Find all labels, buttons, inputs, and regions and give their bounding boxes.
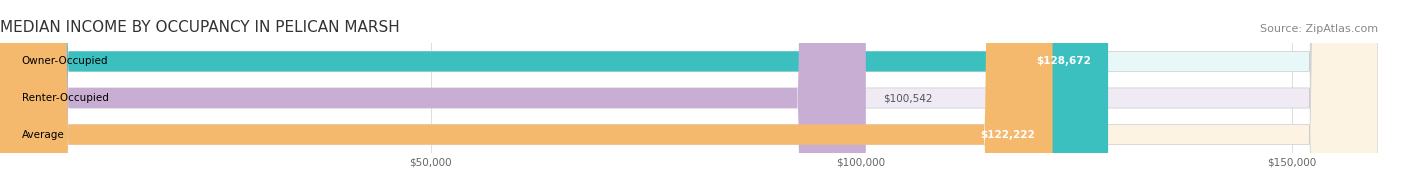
Text: Renter-Occupied: Renter-Occupied xyxy=(21,93,108,103)
Text: MEDIAN INCOME BY OCCUPANCY IN PELICAN MARSH: MEDIAN INCOME BY OCCUPANCY IN PELICAN MA… xyxy=(0,20,399,35)
FancyBboxPatch shape xyxy=(0,0,1053,196)
FancyBboxPatch shape xyxy=(0,0,866,196)
Text: Average: Average xyxy=(21,130,65,140)
Text: $128,672: $128,672 xyxy=(1036,56,1091,66)
Text: Source: ZipAtlas.com: Source: ZipAtlas.com xyxy=(1260,24,1378,34)
Text: Owner-Occupied: Owner-Occupied xyxy=(21,56,108,66)
Text: $100,542: $100,542 xyxy=(883,93,932,103)
Text: $122,222: $122,222 xyxy=(980,130,1035,140)
FancyBboxPatch shape xyxy=(0,0,1108,196)
